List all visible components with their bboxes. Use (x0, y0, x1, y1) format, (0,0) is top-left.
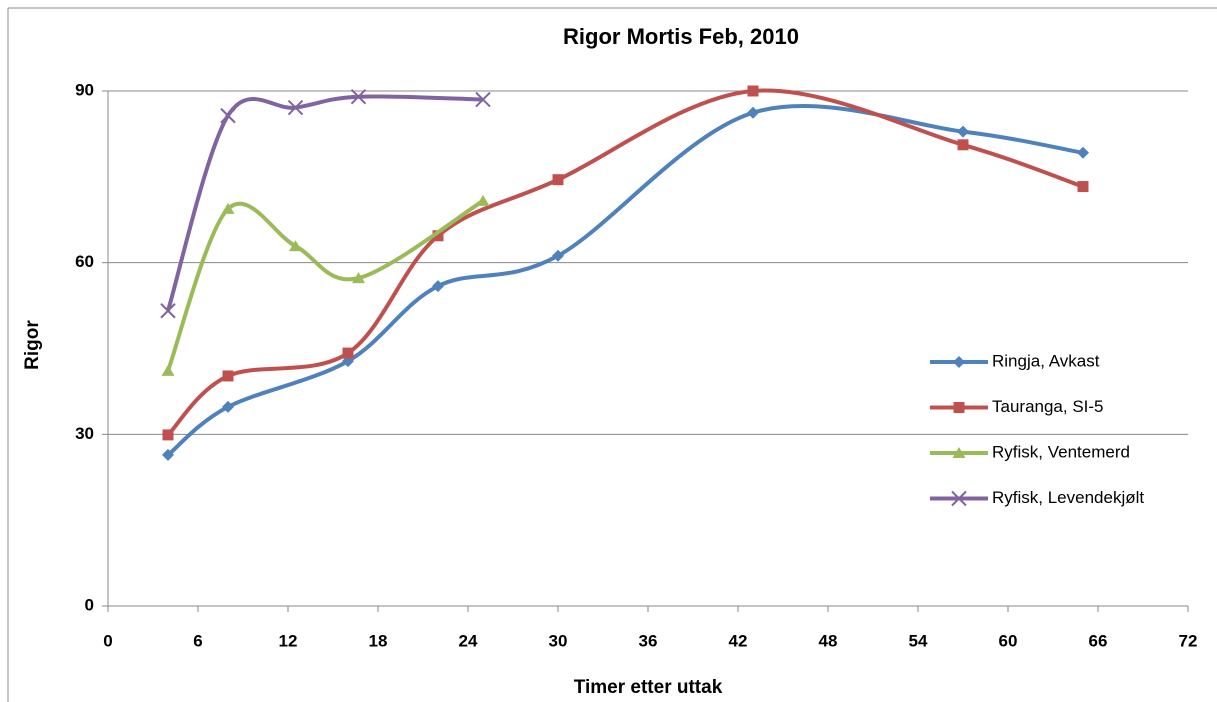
data-point (957, 139, 969, 151)
data-point (222, 370, 234, 382)
x-axis-label: Timer etter uttak (574, 677, 723, 698)
x-tick-label: 60 (999, 631, 1018, 650)
data-point (289, 240, 302, 252)
data-point (162, 448, 174, 461)
legend-label: Ryfisk, Levendekjølt (992, 488, 1144, 507)
series-line (166, 94, 484, 312)
data-point (747, 85, 759, 97)
legend-label: Ringja, Avkast (992, 351, 1100, 370)
data-point (160, 303, 176, 319)
legend-marker (951, 490, 967, 507)
data-point (352, 272, 365, 284)
x-tick-label: 0 (103, 631, 112, 650)
x-tick-label: 48 (819, 631, 838, 650)
y-tick-label: 60 (75, 252, 94, 271)
legend-marker (953, 402, 965, 413)
data-point (287, 99, 304, 116)
x-tick-label: 36 (639, 631, 658, 650)
data-point (552, 249, 564, 262)
data-point (222, 400, 234, 413)
data-point (432, 280, 444, 293)
data-point (162, 429, 174, 441)
x-tick-label: 72 (1179, 631, 1198, 650)
data-point (350, 89, 367, 105)
data-point (475, 91, 491, 108)
series-line (166, 104, 1084, 457)
legend-marker (952, 447, 966, 458)
legend-marker (953, 356, 965, 368)
x-tick-label: 6 (193, 631, 202, 650)
data-point (1077, 181, 1089, 193)
data-point (552, 174, 564, 186)
legend-label: Tauranga, SI-5 (992, 397, 1104, 416)
x-tick-label: 54 (909, 631, 928, 650)
data-point (221, 202, 235, 214)
y-tick-label: 90 (75, 80, 94, 99)
data-point (432, 230, 444, 242)
x-tick-label: 30 (549, 631, 568, 650)
data-point (476, 194, 490, 206)
x-tick-label: 24 (459, 631, 478, 650)
legend-label: Ryfisk, Ventemerd (992, 442, 1130, 461)
y-tick-label: 30 (75, 424, 94, 443)
data-point (342, 347, 354, 359)
x-tick-label: 12 (279, 631, 298, 650)
series-line (166, 88, 1084, 437)
data-point (220, 107, 236, 124)
data-point (1077, 146, 1089, 159)
x-tick-label: 66 (1089, 631, 1108, 650)
data-point (957, 125, 969, 138)
x-tick-label: 42 (729, 631, 748, 650)
chart-title: Rigor Mortis Feb, 2010 (563, 24, 799, 49)
x-tick-label: 18 (369, 631, 388, 650)
y-tick-label: 0 (85, 595, 94, 614)
y-axis-label: Rigor (22, 320, 43, 370)
data-point (161, 364, 175, 376)
data-point (747, 106, 759, 119)
